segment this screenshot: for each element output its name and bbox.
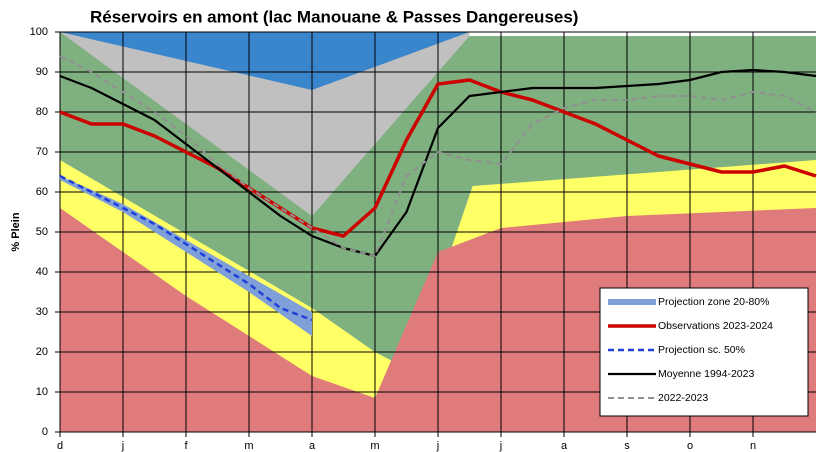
legend-box <box>599 287 809 417</box>
x-tick-label: a <box>561 440 568 452</box>
y-tick-label: 90 <box>36 66 48 78</box>
x-tick-label: n <box>750 440 756 452</box>
legend-swatch <box>608 299 656 305</box>
y-tick-label: 80 <box>36 106 48 118</box>
y-tick-label: 60 <box>36 186 48 198</box>
y-tick-label: 0 <box>42 426 48 438</box>
x-tick-label: m <box>244 440 253 452</box>
legend-label: 2022-2023 <box>658 392 708 404</box>
y-axis-label: % Plein <box>10 212 22 251</box>
chart-title: Réservoirs en amont (lac Manouane & Pass… <box>90 7 578 26</box>
x-tick-label: j <box>436 440 439 452</box>
x-tick-label: d <box>57 440 63 452</box>
series-line <box>59 174 313 322</box>
x-tick-label: o <box>687 440 693 452</box>
x-tick-label: m <box>370 440 379 452</box>
series-line <box>59 78 817 238</box>
legend-label: Projection sc. 50% <box>658 344 745 356</box>
y-tick-label: 40 <box>36 266 48 278</box>
projection-band <box>60 176 312 336</box>
x-tick-label: a <box>309 440 316 452</box>
x-tick-label: j <box>121 440 124 452</box>
y-tick-label: 70 <box>36 146 48 158</box>
x-tick-label: f <box>184 440 188 452</box>
y-tick-label: 10 <box>36 386 48 398</box>
legend-label: Moyenne 1994-2023 <box>658 368 754 380</box>
legend-label: Observations 2023-2024 <box>658 320 773 332</box>
x-tick-label: j <box>499 440 502 452</box>
y-tick-label: 30 <box>36 306 48 318</box>
y-tick-label: 100 <box>30 26 48 38</box>
legend-label: Projection zone 20-80% <box>658 296 770 308</box>
series-line <box>59 55 817 257</box>
x-tick-label: s <box>624 440 630 452</box>
y-tick-label: 20 <box>36 346 48 358</box>
y-tick-label: 50 <box>36 226 48 238</box>
series-line <box>59 68 817 258</box>
